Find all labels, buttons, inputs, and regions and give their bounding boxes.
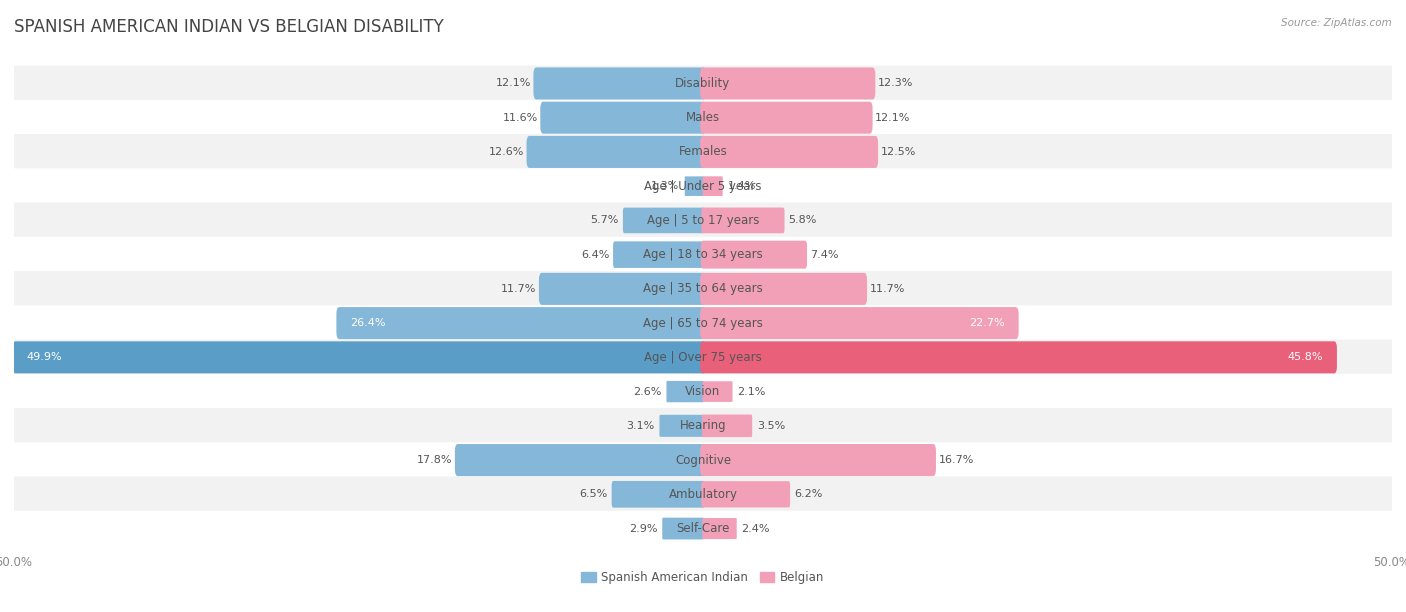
Text: Disability: Disability bbox=[675, 77, 731, 90]
FancyBboxPatch shape bbox=[685, 176, 703, 196]
FancyBboxPatch shape bbox=[700, 273, 868, 305]
FancyBboxPatch shape bbox=[14, 65, 1392, 101]
FancyBboxPatch shape bbox=[702, 414, 752, 437]
FancyBboxPatch shape bbox=[662, 518, 704, 539]
Text: 5.8%: 5.8% bbox=[789, 215, 817, 225]
Text: Self-Care: Self-Care bbox=[676, 522, 730, 535]
Text: Source: ZipAtlas.com: Source: ZipAtlas.com bbox=[1281, 18, 1392, 28]
FancyBboxPatch shape bbox=[702, 241, 807, 269]
FancyBboxPatch shape bbox=[703, 381, 733, 402]
Text: 17.8%: 17.8% bbox=[416, 455, 453, 465]
FancyBboxPatch shape bbox=[533, 67, 706, 100]
Text: 12.3%: 12.3% bbox=[877, 78, 914, 89]
Text: 49.9%: 49.9% bbox=[27, 353, 62, 362]
Text: 1.3%: 1.3% bbox=[651, 181, 679, 191]
Text: 3.1%: 3.1% bbox=[627, 421, 655, 431]
FancyBboxPatch shape bbox=[538, 273, 706, 305]
Text: Vision: Vision bbox=[685, 385, 721, 398]
FancyBboxPatch shape bbox=[703, 176, 723, 196]
Text: 12.5%: 12.5% bbox=[880, 147, 917, 157]
Text: 3.5%: 3.5% bbox=[756, 421, 785, 431]
Text: Age | Over 75 years: Age | Over 75 years bbox=[644, 351, 762, 364]
Text: 2.9%: 2.9% bbox=[628, 523, 658, 534]
Text: 11.7%: 11.7% bbox=[870, 284, 905, 294]
FancyBboxPatch shape bbox=[613, 241, 704, 268]
Text: 6.2%: 6.2% bbox=[794, 490, 823, 499]
Text: Age | Under 5 years: Age | Under 5 years bbox=[644, 180, 762, 193]
FancyBboxPatch shape bbox=[14, 168, 1392, 204]
FancyBboxPatch shape bbox=[14, 203, 1392, 238]
Text: 11.7%: 11.7% bbox=[501, 284, 536, 294]
FancyBboxPatch shape bbox=[456, 444, 706, 476]
FancyBboxPatch shape bbox=[14, 340, 1392, 375]
Text: Age | 18 to 34 years: Age | 18 to 34 years bbox=[643, 248, 763, 261]
FancyBboxPatch shape bbox=[700, 307, 1018, 339]
FancyBboxPatch shape bbox=[14, 134, 1392, 170]
Text: 7.4%: 7.4% bbox=[810, 250, 839, 259]
FancyBboxPatch shape bbox=[14, 477, 1392, 512]
FancyBboxPatch shape bbox=[540, 102, 706, 133]
FancyBboxPatch shape bbox=[623, 207, 704, 233]
FancyBboxPatch shape bbox=[14, 511, 1392, 547]
Text: Age | 5 to 17 years: Age | 5 to 17 years bbox=[647, 214, 759, 227]
FancyBboxPatch shape bbox=[700, 136, 879, 168]
Text: 45.8%: 45.8% bbox=[1288, 353, 1323, 362]
Text: 6.4%: 6.4% bbox=[581, 250, 609, 259]
Text: 12.1%: 12.1% bbox=[495, 78, 531, 89]
Text: Age | 35 to 64 years: Age | 35 to 64 years bbox=[643, 282, 763, 296]
FancyBboxPatch shape bbox=[14, 374, 1392, 409]
Text: 26.4%: 26.4% bbox=[350, 318, 385, 328]
FancyBboxPatch shape bbox=[700, 102, 873, 133]
FancyBboxPatch shape bbox=[14, 442, 1392, 478]
FancyBboxPatch shape bbox=[14, 408, 1392, 444]
FancyBboxPatch shape bbox=[14, 271, 1392, 307]
Text: Females: Females bbox=[679, 146, 727, 159]
Text: Cognitive: Cognitive bbox=[675, 453, 731, 466]
Text: Hearing: Hearing bbox=[679, 419, 727, 432]
FancyBboxPatch shape bbox=[702, 481, 790, 507]
Text: SPANISH AMERICAN INDIAN VS BELGIAN DISABILITY: SPANISH AMERICAN INDIAN VS BELGIAN DISAB… bbox=[14, 18, 444, 36]
Text: 22.7%: 22.7% bbox=[969, 318, 1005, 328]
Text: 2.1%: 2.1% bbox=[738, 387, 766, 397]
FancyBboxPatch shape bbox=[612, 481, 704, 508]
Text: Age | 65 to 74 years: Age | 65 to 74 years bbox=[643, 316, 763, 330]
FancyBboxPatch shape bbox=[336, 307, 706, 339]
FancyBboxPatch shape bbox=[700, 341, 1337, 373]
FancyBboxPatch shape bbox=[659, 415, 704, 437]
Text: 5.7%: 5.7% bbox=[591, 215, 619, 225]
Text: 12.6%: 12.6% bbox=[488, 147, 524, 157]
FancyBboxPatch shape bbox=[700, 444, 936, 476]
Text: 11.6%: 11.6% bbox=[502, 113, 537, 122]
Legend: Spanish American Indian, Belgian: Spanish American Indian, Belgian bbox=[576, 567, 830, 589]
FancyBboxPatch shape bbox=[703, 518, 737, 539]
Text: 2.4%: 2.4% bbox=[741, 523, 770, 534]
Text: 6.5%: 6.5% bbox=[579, 490, 607, 499]
FancyBboxPatch shape bbox=[666, 381, 704, 402]
Text: Males: Males bbox=[686, 111, 720, 124]
Text: 2.6%: 2.6% bbox=[633, 387, 662, 397]
FancyBboxPatch shape bbox=[700, 67, 876, 100]
FancyBboxPatch shape bbox=[526, 136, 706, 168]
FancyBboxPatch shape bbox=[14, 237, 1392, 272]
FancyBboxPatch shape bbox=[702, 207, 785, 233]
FancyBboxPatch shape bbox=[14, 305, 1392, 341]
FancyBboxPatch shape bbox=[14, 100, 1392, 135]
Text: 1.4%: 1.4% bbox=[728, 181, 756, 191]
Text: 16.7%: 16.7% bbox=[939, 455, 974, 465]
FancyBboxPatch shape bbox=[13, 341, 706, 373]
Text: 12.1%: 12.1% bbox=[875, 113, 911, 122]
Text: Ambulatory: Ambulatory bbox=[668, 488, 738, 501]
